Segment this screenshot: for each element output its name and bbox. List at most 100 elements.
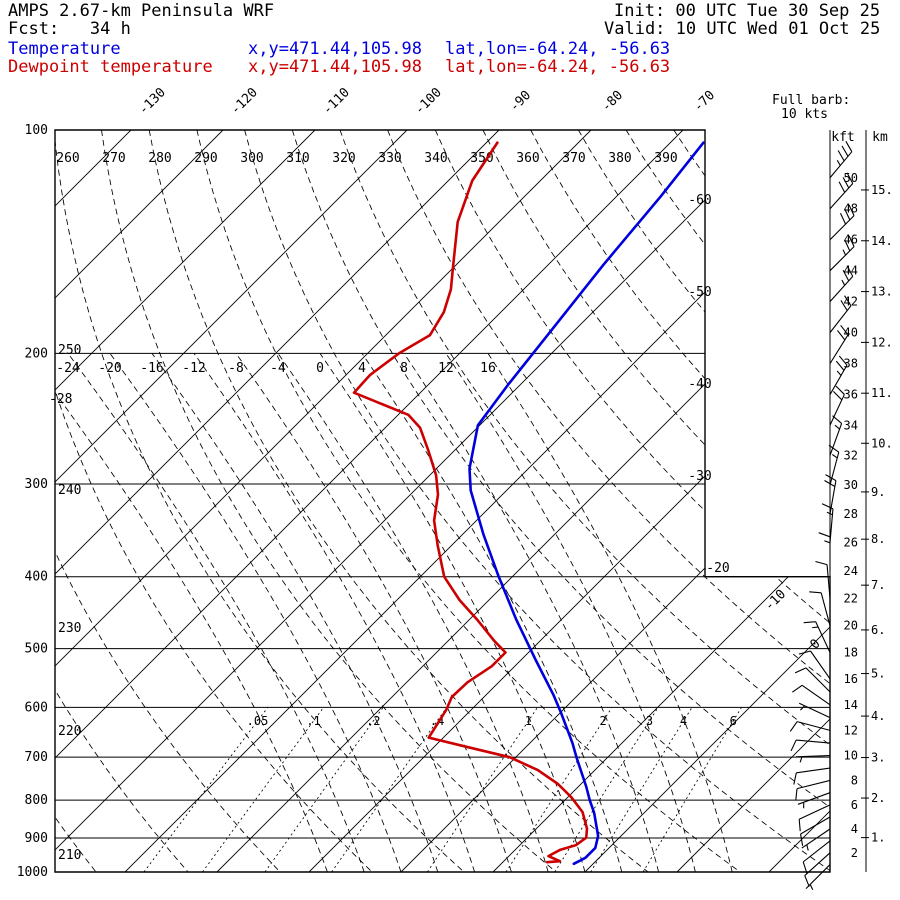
svg-text:12.: 12. bbox=[871, 335, 893, 349]
svg-text:28: 28 bbox=[844, 507, 858, 521]
svg-text:1000: 1000 bbox=[17, 865, 48, 880]
svg-text:42: 42 bbox=[844, 295, 858, 309]
svg-text:12: 12 bbox=[438, 361, 454, 376]
svg-text:.1: .1 bbox=[306, 714, 320, 728]
svg-text:270: 270 bbox=[102, 151, 125, 166]
svg-text:-90: -90 bbox=[507, 88, 534, 115]
svg-text:11.: 11. bbox=[871, 386, 893, 400]
valid-time: Valid: 10 UTC Wed 01 Oct 25 bbox=[604, 19, 881, 39]
svg-text:600: 600 bbox=[25, 700, 48, 715]
svg-text:-28: -28 bbox=[49, 392, 72, 407]
svg-text:8: 8 bbox=[851, 773, 858, 787]
svg-text:360: 360 bbox=[516, 151, 539, 166]
svg-text:2: 2 bbox=[600, 714, 607, 728]
svg-text:300: 300 bbox=[240, 151, 263, 166]
svg-text:16: 16 bbox=[480, 361, 496, 376]
svg-text:-10: -10 bbox=[762, 587, 789, 614]
svg-text:50: 50 bbox=[844, 171, 858, 185]
svg-text:100: 100 bbox=[25, 123, 48, 138]
svg-text:320: 320 bbox=[332, 151, 355, 166]
dry-adiabats bbox=[55, 130, 830, 872]
svg-text:4: 4 bbox=[851, 822, 858, 836]
svg-text:4: 4 bbox=[358, 361, 366, 376]
svg-text:240: 240 bbox=[58, 483, 81, 498]
svg-text:-8: -8 bbox=[228, 361, 244, 376]
dewpoint-legend-label: Dewpoint temperature bbox=[8, 57, 213, 77]
svg-text:290: 290 bbox=[194, 151, 217, 166]
temperature-legend-label: Temperature bbox=[8, 39, 121, 59]
svg-text:500: 500 bbox=[25, 642, 48, 657]
svg-text:8.: 8. bbox=[871, 532, 885, 546]
svg-text:.05: .05 bbox=[247, 714, 269, 728]
dewpoint-latlon: lat,lon=-64.24, -56.63 bbox=[445, 57, 671, 77]
temperature-xy: x,y=471.44,105.98 bbox=[248, 39, 422, 59]
svg-text:26: 26 bbox=[844, 536, 858, 550]
svg-text:210: 210 bbox=[58, 848, 81, 863]
svg-text:7.: 7. bbox=[871, 578, 885, 592]
svg-text:kft: kft bbox=[831, 130, 854, 145]
svg-text:2: 2 bbox=[851, 846, 858, 860]
svg-text:200: 200 bbox=[25, 346, 48, 361]
full-barb-legend-line2: 10 kts bbox=[781, 107, 828, 122]
svg-text:0: 0 bbox=[316, 361, 324, 376]
svg-text:5.: 5. bbox=[871, 667, 885, 681]
plot-border bbox=[54, 129, 831, 873]
svg-text:-100: -100 bbox=[412, 85, 445, 118]
svg-text:6: 6 bbox=[730, 714, 737, 728]
dewpoint-curve bbox=[352, 141, 589, 864]
svg-text:230: 230 bbox=[58, 621, 81, 636]
svg-text:16: 16 bbox=[844, 672, 858, 686]
isotherms bbox=[55, 130, 830, 872]
svg-text:-110: -110 bbox=[320, 85, 353, 118]
svg-text:14.: 14. bbox=[871, 234, 893, 248]
svg-text:32: 32 bbox=[844, 448, 858, 462]
svg-text:-30: -30 bbox=[688, 469, 711, 484]
svg-text:-50: -50 bbox=[688, 285, 711, 300]
svg-text:38: 38 bbox=[844, 357, 858, 371]
svg-text:13.: 13. bbox=[871, 285, 893, 299]
svg-text:220: 220 bbox=[58, 724, 81, 739]
temperature-curve bbox=[468, 141, 705, 866]
svg-text:380: 380 bbox=[608, 151, 631, 166]
svg-text:6.: 6. bbox=[871, 623, 885, 637]
moist-adiabats bbox=[55, 353, 733, 872]
svg-text:-12: -12 bbox=[182, 361, 205, 376]
svg-text:-24: -24 bbox=[56, 361, 80, 376]
model-title: AMPS 2.67-km Peninsula WRF bbox=[8, 1, 275, 21]
temperature-latlon: lat,lon=-64.24, -56.63 bbox=[445, 39, 671, 59]
svg-text:310: 310 bbox=[286, 151, 309, 166]
svg-text:10.: 10. bbox=[871, 436, 893, 450]
svg-text:-20: -20 bbox=[98, 361, 121, 376]
svg-text:-16: -16 bbox=[140, 361, 163, 376]
svg-text:-130: -130 bbox=[136, 85, 169, 118]
svg-text:-80: -80 bbox=[599, 88, 626, 115]
svg-text:800: 800 bbox=[25, 793, 48, 808]
svg-text:9.: 9. bbox=[871, 485, 885, 499]
svg-text:330: 330 bbox=[378, 151, 401, 166]
svg-text:22: 22 bbox=[844, 591, 858, 605]
svg-text:280: 280 bbox=[148, 151, 171, 166]
svg-text:44: 44 bbox=[844, 264, 858, 278]
svg-text:390: 390 bbox=[654, 151, 677, 166]
svg-text:20: 20 bbox=[844, 619, 858, 633]
svg-text:-40: -40 bbox=[688, 377, 711, 392]
svg-text:-70: -70 bbox=[691, 88, 718, 115]
svg-text:1: 1 bbox=[525, 714, 532, 728]
full-barb-legend-line1: Full barb: bbox=[772, 93, 851, 108]
svg-text:km: km bbox=[872, 130, 888, 145]
svg-text:250: 250 bbox=[58, 343, 81, 358]
svg-text:260: 260 bbox=[56, 151, 79, 166]
svg-text:700: 700 bbox=[25, 750, 48, 765]
init-time: Init: 00 UTC Tue 30 Sep 25 bbox=[614, 1, 881, 21]
svg-text:30: 30 bbox=[844, 478, 858, 492]
svg-text:2.: 2. bbox=[871, 791, 885, 805]
dewpoint-xy: x,y=471.44,105.98 bbox=[248, 57, 422, 77]
svg-text:24: 24 bbox=[844, 564, 858, 578]
svg-text:370: 370 bbox=[562, 151, 585, 166]
svg-text:6: 6 bbox=[851, 798, 858, 812]
svg-text:36: 36 bbox=[844, 388, 858, 402]
svg-text:900: 900 bbox=[25, 831, 48, 846]
svg-text:8: 8 bbox=[400, 361, 408, 376]
